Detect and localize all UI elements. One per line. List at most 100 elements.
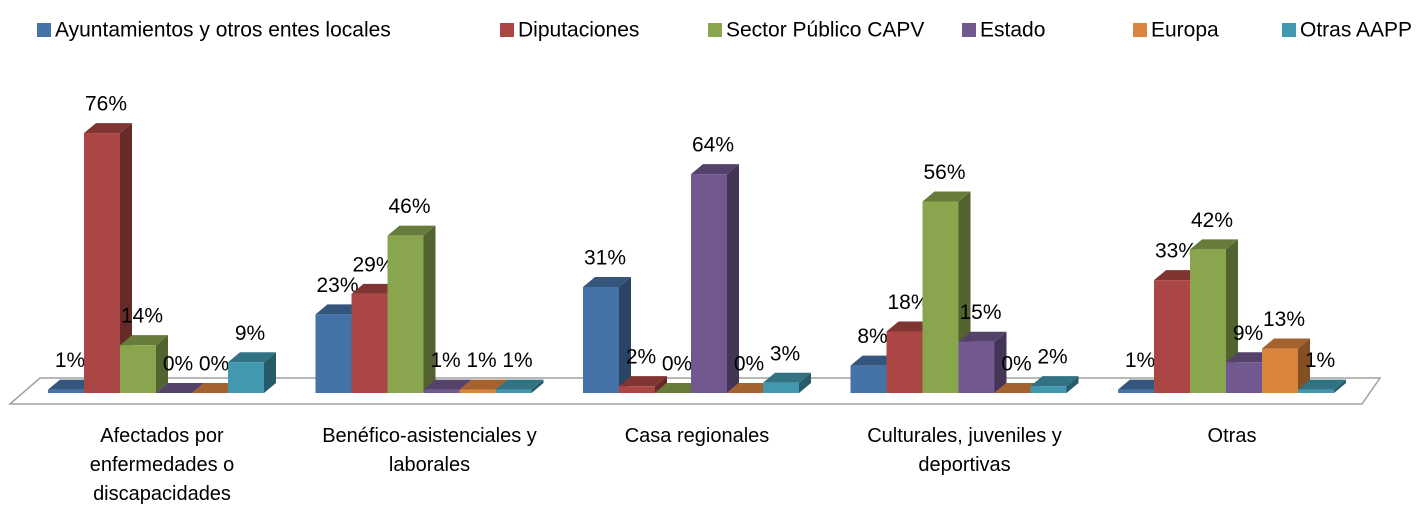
data-label: 14%: [121, 305, 163, 328]
bar-front: [1190, 249, 1226, 393]
bar-side: [1334, 379, 1346, 393]
bar-side: [1226, 239, 1238, 393]
bar-top: [1190, 239, 1238, 250]
x-tick-label: Benéfico-asistenciales y laborales: [322, 425, 537, 476]
data-label: 1%: [1125, 349, 1155, 372]
bar-top: [1298, 379, 1346, 390]
bar-front: [1030, 386, 1067, 393]
data-label: 8%: [857, 325, 887, 348]
bar-front: [958, 341, 995, 393]
x-tick-label: Casa regionales: [624, 425, 770, 447]
data-label: 42%: [1191, 209, 1233, 232]
bar-top: [619, 376, 667, 387]
bar: [387, 225, 436, 393]
data-label: 1%: [430, 349, 460, 372]
bar-front: [619, 386, 655, 393]
bar-front: [1262, 348, 1298, 393]
bar-side: [994, 331, 1007, 393]
bar-front: [84, 133, 120, 393]
legend-label: Estado: [980, 19, 1045, 42]
bar: [583, 276, 631, 393]
bar-front: [228, 362, 264, 393]
bar: [958, 331, 1007, 393]
data-label: 76%: [85, 93, 127, 116]
bar-front: [315, 314, 352, 393]
data-label: 64%: [692, 134, 734, 157]
bar: [1298, 379, 1346, 393]
bar: [1190, 239, 1238, 393]
bar-front: [495, 389, 532, 393]
legend-label: Sector Público CAPV: [726, 19, 924, 42]
bar-top: [228, 352, 276, 363]
legend-label: Ayuntamientos y otros entes locales: [55, 19, 391, 42]
bar-side: [423, 225, 436, 393]
x-tick-label: Afectados por enfermedades o discapacida…: [89, 425, 235, 505]
bar: [228, 352, 276, 393]
legend-swatch: [1282, 23, 1296, 37]
bar-top: [495, 379, 544, 390]
bar-front: [1154, 280, 1190, 393]
data-label: 23%: [316, 274, 358, 297]
bar: [619, 376, 667, 393]
bar-front: [120, 345, 156, 393]
bar-front: [583, 286, 619, 393]
bar-front: [387, 235, 424, 393]
data-label: 18%: [887, 291, 929, 314]
legend-label: Diputaciones: [518, 19, 639, 42]
data-label: 0%: [199, 353, 229, 376]
bar-front: [691, 174, 727, 393]
bar-side: [727, 164, 739, 393]
data-label: 3%: [770, 342, 800, 365]
bar-front: [763, 382, 799, 393]
bar-side: [531, 379, 544, 393]
bar-front: [423, 389, 460, 393]
bar-top: [958, 331, 1007, 342]
bar: [495, 379, 544, 393]
data-label: 0%: [163, 353, 193, 376]
bar-side: [156, 335, 168, 393]
data-label: 2%: [1037, 346, 1067, 369]
bar-top: [922, 191, 971, 202]
data-label: 9%: [235, 322, 265, 345]
bar-top: [583, 276, 631, 287]
bar-top: [763, 372, 811, 383]
bar-front: [850, 365, 887, 393]
bar: [1030, 376, 1079, 393]
bar-front: [459, 389, 496, 393]
legend-swatch: [1133, 23, 1147, 37]
bar-front: [922, 201, 959, 393]
data-label: 56%: [923, 161, 965, 184]
bar-side: [1066, 376, 1079, 393]
bar-front: [48, 389, 84, 393]
data-label: 2%: [626, 346, 656, 369]
data-label: 0%: [662, 353, 692, 376]
x-tick-label: Otras: [1207, 425, 1257, 447]
bar-side: [619, 276, 631, 393]
legend-label: Europa: [1151, 19, 1219, 42]
data-label: 46%: [388, 195, 430, 218]
bar-top: [691, 164, 739, 175]
data-label: 29%: [352, 253, 394, 276]
bar-front: [1298, 389, 1334, 393]
legend-swatch: [37, 23, 51, 37]
data-label: 13%: [1263, 308, 1305, 331]
bar: [120, 335, 168, 393]
data-label: 1%: [502, 349, 532, 372]
bar-top: [1030, 376, 1079, 387]
bar: [691, 164, 739, 393]
bar-front: [351, 293, 388, 393]
data-label: 31%: [584, 247, 626, 270]
data-label: 9%: [1233, 322, 1263, 345]
bar-top: [423, 379, 472, 390]
data-label: 1%: [55, 349, 85, 372]
data-label: 15%: [959, 301, 1001, 324]
bar-top: [459, 379, 508, 390]
legend-swatch: [962, 23, 976, 37]
bar-top: [1262, 338, 1310, 349]
bar-side: [1298, 338, 1310, 393]
bar: [1262, 338, 1310, 393]
data-label: 33%: [1155, 240, 1197, 263]
legend-label: Otras AAPP: [1300, 19, 1412, 42]
